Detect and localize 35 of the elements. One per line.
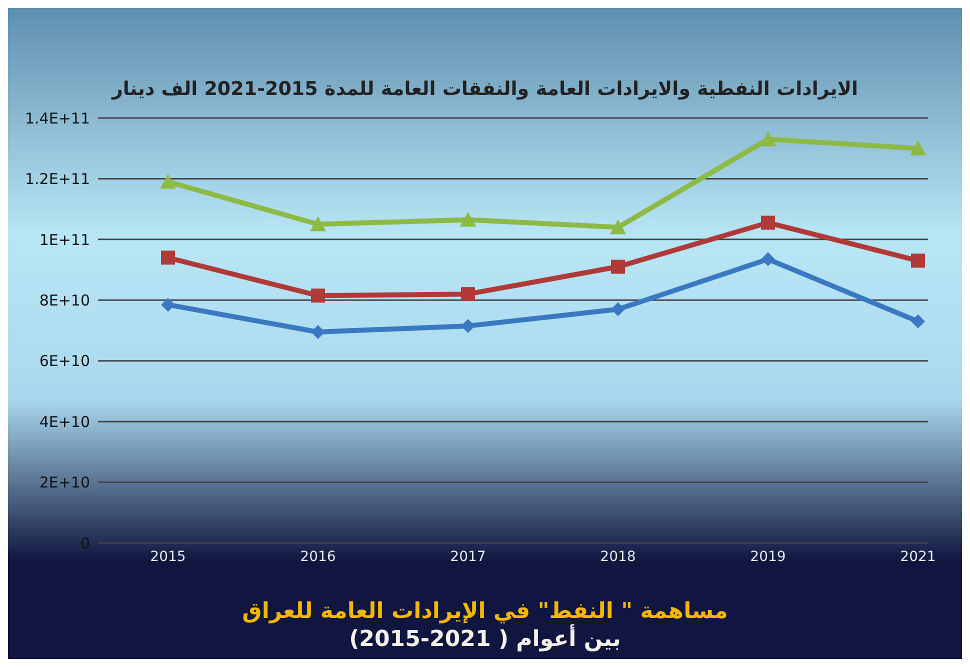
x-tick-label: 2015 <box>150 548 186 565</box>
point <box>610 219 626 234</box>
point <box>761 216 775 230</box>
y-tick-label: 1.4E+11 <box>25 109 90 128</box>
y-tick-label: 6E+10 <box>39 352 90 370</box>
point <box>311 288 325 303</box>
x-tick-label: 2018 <box>600 548 636 565</box>
point <box>160 174 176 189</box>
point <box>461 318 475 333</box>
point <box>761 252 775 266</box>
x-tick-label: 2021 <box>900 548 936 565</box>
x-tick-label: 2017 <box>450 548 486 565</box>
point <box>911 314 925 328</box>
y-tick-label: 8E+10 <box>39 291 90 310</box>
text: بين أعوام ( 2021-2015) <box>348 626 622 654</box>
point <box>611 260 625 274</box>
point <box>161 250 175 265</box>
y-tick-label: 1E+11 <box>39 230 90 249</box>
point <box>911 254 925 268</box>
point <box>461 287 475 302</box>
x-tick-label: 2016 <box>300 548 336 565</box>
y-tick-label: 0 <box>80 534 90 552</box>
point <box>310 216 326 232</box>
y-tick-label: 4E+10 <box>39 412 90 431</box>
point <box>311 325 325 340</box>
x-tick-label: 2019 <box>750 548 786 565</box>
point <box>460 212 476 227</box>
y-tick-label: 2E+10 <box>39 474 90 492</box>
point <box>910 140 926 156</box>
chart-title: الايرادات النفطية والايرادات العامة والنفقات العامة للمدة 2015-2021 الف دينار <box>110 77 860 102</box>
point <box>611 302 625 316</box>
point <box>161 298 175 312</box>
text: مساهمة " النفط" في الإيرادات العامة للعراق <box>241 598 729 624</box>
point <box>760 131 776 146</box>
y-tick-label: 1.2E+11 <box>25 170 90 188</box>
